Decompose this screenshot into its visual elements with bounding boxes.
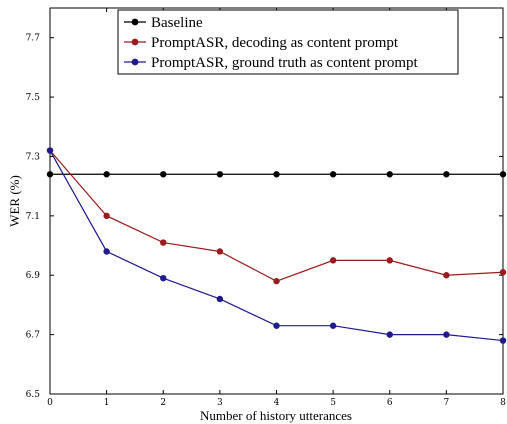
x-tick-label: 3 [217,398,223,408]
data-point [443,331,450,338]
data-point [273,322,280,329]
legend-item: PromptASR, ground truth as content promp… [124,55,418,71]
y-tick-label: 6.5 [26,390,41,400]
x-tick-label: 8 [500,398,506,408]
x-tick-label: 5 [330,398,336,408]
legend: Baseline PromptASR, decoding as content p… [117,9,459,75]
series-layer [46,147,507,344]
data-point [160,239,167,246]
data-point [386,331,393,338]
y-tick-label: 7.1 [26,212,40,222]
y-tick-label: 7.5 [26,93,41,103]
data-point [443,171,450,178]
data-point [103,212,110,220]
data-point [46,147,54,154]
data-point [46,171,54,178]
legend-marker [131,38,139,46]
legend-item: PromptASR, decoding as content prompt [124,35,399,51]
data-point [273,171,280,178]
data-point [103,171,110,178]
data-point [499,171,507,178]
x-tick-label: 2 [160,398,166,408]
data-point [499,337,507,344]
data-point [160,171,167,178]
data-point [216,248,224,255]
y-tick-label: 6.7 [26,331,41,341]
x-tick-label: 6 [387,398,393,408]
data-point [329,257,337,264]
x-tick-label: 0 [47,398,53,408]
y-tick-label: 6.9 [26,271,41,281]
data-point [273,277,280,285]
data-point [216,295,224,303]
y-axis-label: WER (%) [7,175,22,227]
legend-item: Baseline [124,15,203,31]
data-point [386,171,393,178]
legend-marker [131,18,139,26]
data-point [443,272,450,279]
x-tick-label: 1 [104,398,110,408]
data-point [160,275,167,282]
legend-label: PromptASR, ground truth as content promp… [151,55,418,71]
data-point [329,171,337,178]
data-point [103,248,110,255]
legend-box [117,9,459,75]
y-tick-label: 7.3 [26,152,41,162]
data-point [499,269,507,276]
x-tick-label: 4 [274,398,280,408]
legend-marker [131,58,139,66]
series-line [49,150,504,282]
series-0 [46,171,507,178]
x-axis-label: Number of history utterances [200,408,352,423]
y-tick-label: 7.7 [26,34,41,44]
data-point [216,171,224,178]
data-point [386,257,393,264]
series-2 [46,147,507,344]
legend-label: PromptASR, decoding as content prompt [151,35,399,51]
series-1 [46,147,507,285]
series-line [49,150,504,342]
data-point [329,322,337,329]
legend-label: Baseline [151,15,203,31]
x-tick-label: 7 [444,398,450,408]
